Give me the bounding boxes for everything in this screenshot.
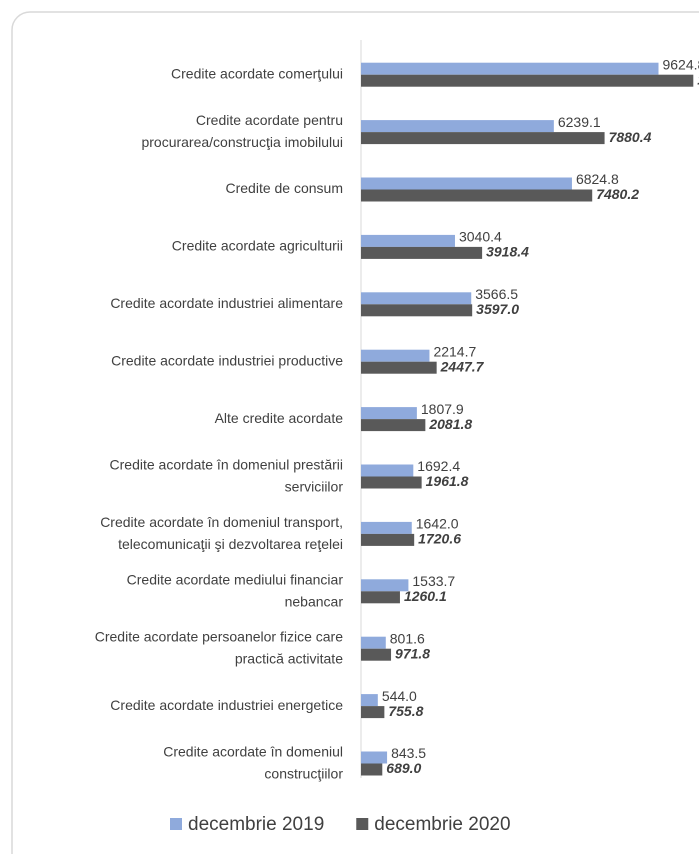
category-label: Credite acordate în domeniul construcţiil… bbox=[163, 743, 343, 781]
bar bbox=[361, 292, 472, 305]
bar bbox=[361, 591, 400, 604]
bar bbox=[361, 361, 437, 374]
value-label: 971.8 bbox=[395, 645, 430, 661]
category-label: Credite acordate pentru procurarea/constr… bbox=[141, 112, 343, 150]
category-label: Alte credite acordate bbox=[215, 410, 344, 426]
bar bbox=[361, 407, 417, 420]
bar bbox=[361, 177, 572, 190]
bar bbox=[361, 533, 415, 546]
bar bbox=[361, 694, 378, 707]
value-label: 6824.8 bbox=[576, 171, 619, 187]
bar bbox=[361, 74, 694, 87]
bar bbox=[361, 579, 409, 592]
value-label: 801.6 bbox=[390, 630, 425, 646]
legend-swatch bbox=[356, 818, 369, 830]
value-label: 6239.1 bbox=[558, 114, 601, 130]
bar bbox=[361, 751, 388, 764]
bar bbox=[361, 521, 412, 534]
value-label: 755.8 bbox=[388, 703, 423, 719]
value-label: 1260.1 bbox=[404, 588, 447, 604]
category-label: Credite acordate persoanelor fizice care… bbox=[95, 628, 343, 666]
category-label: Credite acordate industriei alimentare bbox=[110, 295, 343, 311]
value-label: 2081.8 bbox=[428, 416, 472, 432]
value-label: 2447.7 bbox=[440, 358, 485, 374]
bar bbox=[361, 189, 593, 202]
value-label: 544.0 bbox=[382, 688, 417, 704]
value-label: 1533.7 bbox=[412, 573, 455, 589]
bar bbox=[361, 476, 422, 489]
bar bbox=[361, 706, 385, 719]
value-label: 7880.4 bbox=[609, 129, 652, 145]
value-label: 2214.7 bbox=[433, 343, 476, 359]
legend-swatch bbox=[170, 818, 182, 830]
category-label: Credite acordate în domeniul prestării se… bbox=[110, 456, 344, 494]
category-label: Credite acordate mediului financiar neban… bbox=[127, 571, 344, 609]
value-label: 3040.4 bbox=[459, 229, 502, 245]
bar bbox=[361, 349, 430, 362]
value-label: 1642.0 bbox=[416, 516, 459, 532]
card bbox=[11, 11, 699, 854]
value-label: 9624.8 bbox=[662, 56, 699, 72]
value-label: 1692.4 bbox=[417, 458, 460, 474]
bar bbox=[361, 648, 392, 661]
value-label: 10751.0 bbox=[697, 71, 699, 87]
category-label: Credite acordate industriei productive bbox=[111, 352, 343, 368]
bar bbox=[361, 419, 426, 432]
value-label: 1961.8 bbox=[426, 473, 469, 489]
value-label: 1720.6 bbox=[418, 531, 461, 547]
value-label: 3597.0 bbox=[476, 301, 519, 317]
category-label: Credite acordate comerţului bbox=[171, 65, 343, 81]
bar bbox=[361, 636, 386, 649]
bar bbox=[361, 464, 414, 477]
bar bbox=[361, 304, 473, 317]
category-label: Credite de consum bbox=[225, 180, 343, 196]
bar bbox=[361, 246, 483, 259]
value-label: 1807.9 bbox=[421, 401, 464, 417]
bar bbox=[361, 234, 455, 247]
bar bbox=[361, 62, 659, 75]
legend-label: decembrie 2020 bbox=[374, 814, 510, 835]
bar bbox=[361, 763, 383, 776]
value-label: 7480.2 bbox=[596, 186, 639, 202]
value-label: 689.0 bbox=[386, 760, 421, 776]
category-label: Credite acordate în domeniul transport, t… bbox=[100, 514, 343, 552]
category-label: Credite acordate agriculturii bbox=[172, 238, 343, 254]
value-label: 3566.5 bbox=[475, 286, 518, 302]
value-label: 3918.4 bbox=[486, 244, 529, 260]
value-label: 843.5 bbox=[391, 745, 426, 761]
legend-label: decembrie 2019 bbox=[188, 814, 324, 835]
category-label: Credite acordate industriei energetice bbox=[110, 697, 343, 713]
bar bbox=[361, 132, 605, 145]
bar bbox=[361, 120, 554, 133]
